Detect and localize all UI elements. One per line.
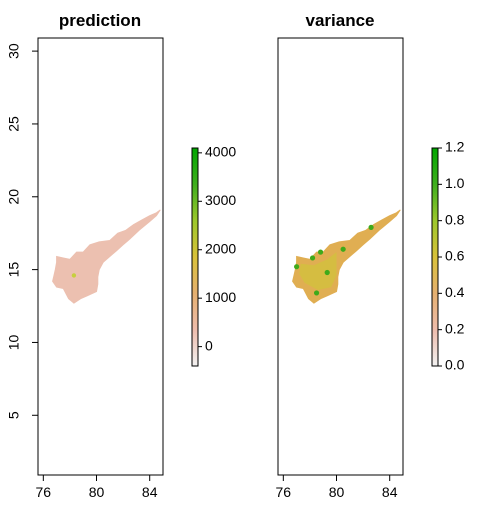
prediction-plot-frame <box>37 37 164 476</box>
colorbar-tick-label: 1.0 <box>445 175 465 191</box>
prediction-y-axis: 5 10 15 20 25 30 <box>6 43 38 419</box>
prediction-colorbar: 0 1000 2000 3000 4000 <box>191 144 236 367</box>
x-tick-label: 76 <box>36 484 52 500</box>
variance-plot-frame <box>277 37 404 476</box>
x-tick-label: 76 <box>276 484 292 500</box>
colorbar-ramp <box>191 147 199 367</box>
variance-inland-zone <box>299 252 337 290</box>
colorbar-ramp <box>431 147 439 367</box>
prediction-map <box>52 209 161 304</box>
colorbar-tick-label: 2000 <box>205 240 236 256</box>
variance-panel: variance 76 80 84 0.0 0.2 0.4 0.6 0.8 1.0 1.2 <box>276 11 465 500</box>
prediction-x-axis: 76 80 84 <box>36 475 158 500</box>
prediction-highlight-point <box>71 273 77 278</box>
colorbar-tick-label: 0.4 <box>445 284 465 300</box>
colorbar-tick-label: 3000 <box>205 192 236 208</box>
x-tick-label: 80 <box>329 484 345 500</box>
variance-colorbar: 0.0 0.2 0.4 0.6 0.8 1.0 1.2 <box>431 139 465 373</box>
colorbar-tick-label: 0 <box>205 337 213 353</box>
variance-hotspot <box>340 246 346 252</box>
variance-hotspot <box>324 269 330 276</box>
y-tick-label: 25 <box>6 116 22 132</box>
y-tick-label: 30 <box>6 43 22 59</box>
x-tick-label: 84 <box>382 484 398 500</box>
variance-hotspot <box>294 264 300 270</box>
colorbar-tick-label: 0.2 <box>445 320 465 336</box>
variance-x-axis: 76 80 84 <box>276 475 398 500</box>
variance-hotspot <box>309 255 316 261</box>
y-tick-label: 20 <box>6 189 22 205</box>
variance-map <box>292 209 401 304</box>
region-shape <box>292 209 401 304</box>
y-tick-label: 15 <box>6 262 22 278</box>
variance-hotspot <box>313 290 320 296</box>
variance-hotspot <box>317 249 324 255</box>
colorbar-tick-label: 1000 <box>205 289 236 305</box>
colorbar-tick-label: 0.0 <box>445 357 465 373</box>
y-tick-label: 10 <box>6 334 22 350</box>
colorbar-tick-label: 0.6 <box>445 248 465 264</box>
colorbar-tick-label: 0.8 <box>445 211 465 227</box>
x-tick-label: 80 <box>89 484 105 500</box>
prediction-title: prediction <box>59 11 141 30</box>
y-tick-label: 5 <box>6 411 22 419</box>
prediction-panel: prediction 5 10 15 20 25 30 76 80 84 0 1000 2000 3… <box>6 11 237 500</box>
variance-title: variance <box>306 11 375 30</box>
x-tick-label: 84 <box>142 484 158 500</box>
region-shape <box>52 209 161 304</box>
colorbar-tick-label: 1.2 <box>445 139 465 155</box>
colorbar-tick-label: 4000 <box>205 144 236 160</box>
variance-hotspot <box>368 224 374 230</box>
